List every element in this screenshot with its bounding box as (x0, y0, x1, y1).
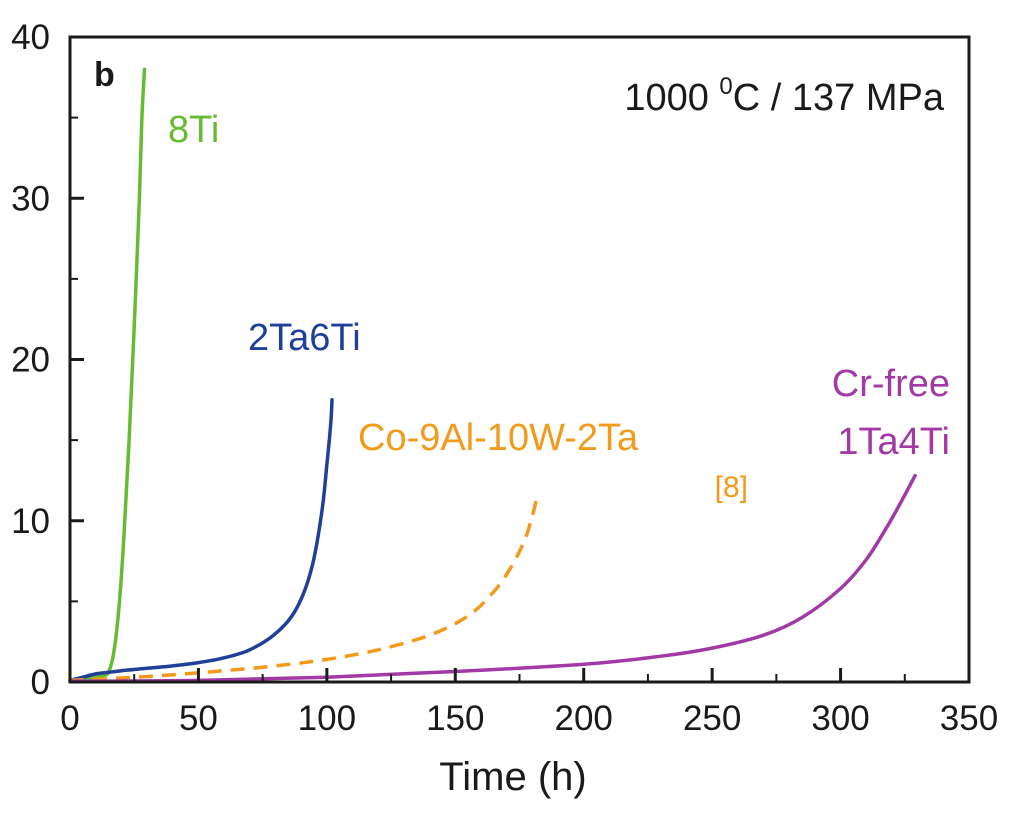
curves-layer (68, 67, 917, 683)
series-label-1ta4ti: 1Ta4Ti (837, 421, 950, 463)
series-label-cr-free: Cr-free (832, 363, 950, 405)
x-tick-label: 300 (811, 699, 869, 738)
y-tick-label: 40 (11, 18, 50, 57)
curve-co-9al-10w-2ta (69, 494, 540, 683)
panel-label: b (94, 56, 115, 94)
curve-8ti (68, 67, 147, 683)
condition-prefix: 1000 (624, 77, 719, 119)
series-label-2ta6ti: 2Ta6Ti (248, 317, 361, 359)
x-tick-label: 0 (60, 699, 79, 738)
x-tick-label: 50 (179, 699, 218, 738)
curve-cr-free-1ta4ti (68, 473, 917, 683)
series-label-co-9al-10w-2ta: Co-9Al-10W-2Ta (358, 417, 639, 459)
series-reference-label: [8] (715, 471, 748, 504)
x-tick-label: 250 (683, 699, 741, 738)
x-axis-title: Time (h) (439, 755, 586, 799)
y-tick-label: 0 (31, 663, 50, 702)
y-tick-label: 30 (11, 179, 50, 218)
x-tick-label: 150 (426, 699, 484, 738)
ticks-layer: 0 50 100 150 200 250 300 350 0 10 20 30 40 (11, 18, 998, 738)
x-tick-label: 200 (555, 699, 613, 738)
test-condition-label: 1000 0C / 137 MPa (624, 73, 945, 119)
condition-superscript: 0 (719, 73, 732, 100)
series-label-8ti: 8Ti (168, 109, 219, 151)
x-tick-label: 100 (298, 699, 356, 738)
x-tick-label: 350 (940, 699, 998, 738)
curve-2ta6ti (68, 398, 334, 683)
y-tick-label: 20 (11, 341, 50, 380)
condition-suffix: C / 137 MPa (733, 77, 945, 119)
y-tick-label: 10 (11, 502, 50, 541)
